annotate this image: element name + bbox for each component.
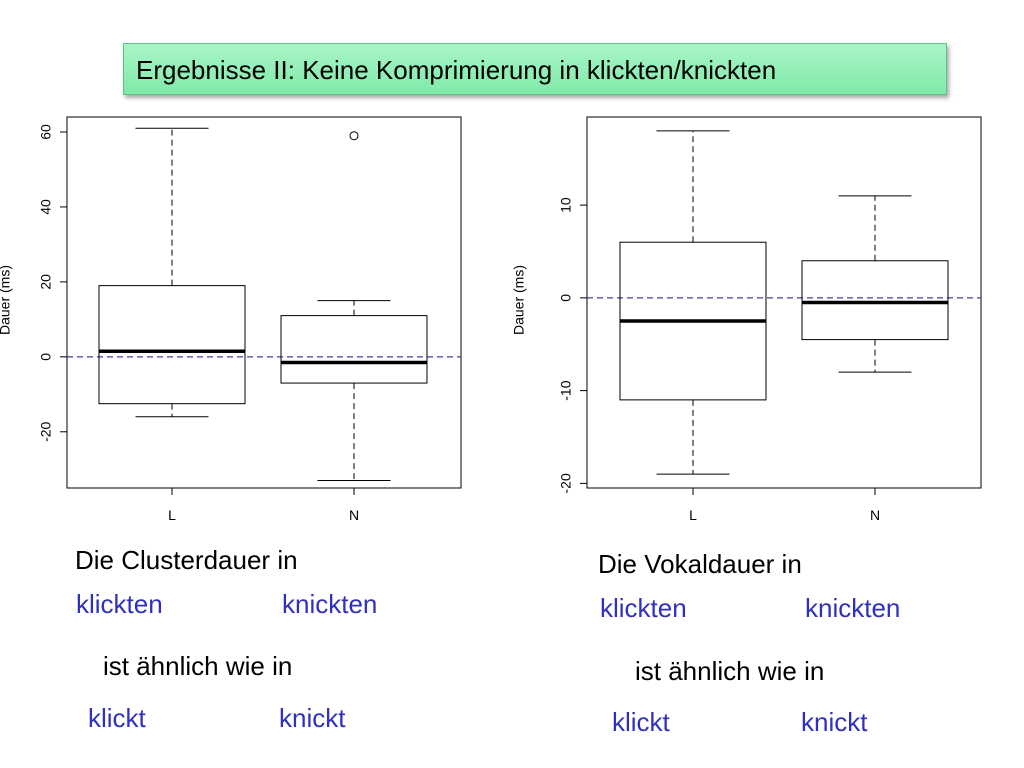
caption-left-line1: Die Clusterdauer in: [75, 545, 298, 575]
y-tick-label: -20: [38, 421, 54, 441]
plot-frame: [66, 116, 462, 489]
x-tick-label: L: [168, 507, 176, 523]
y-tick-label: 0: [558, 294, 574, 302]
box-iqr: [280, 315, 428, 384]
caption-left-word-knickt: knickt: [279, 703, 346, 733]
y-tick-label: -20: [558, 473, 574, 493]
y-tick-label: 10: [558, 197, 574, 213]
y-tick-label: 0: [38, 353, 54, 361]
box-iqr: [801, 260, 949, 341]
caption-left-word-klickt: klickt: [88, 703, 146, 733]
outlier-point: [349, 131, 359, 141]
caption-right-word-klickt: klickt: [612, 707, 670, 737]
slide-title: Ergebnisse II: Keine Komprimierung in kl…: [123, 43, 947, 95]
y-tick-label: 40: [38, 199, 54, 215]
caption-right-word-klickten: klickten: [600, 593, 687, 623]
y-axis-label: Dauer (ms): [511, 265, 527, 335]
caption-right-line2: ist ähnlich wie in: [635, 656, 825, 686]
caption-right-word-knickten: knickten: [805, 593, 901, 623]
x-tick-label: N: [349, 507, 359, 523]
y-tick-label: 20: [38, 274, 54, 290]
caption-left-line2: ist ähnlich wie in: [103, 651, 293, 681]
y-axis-label: Dauer (ms): [0, 265, 13, 335]
caption-right-word-knickt: knickt: [801, 707, 868, 737]
x-tick-label: N: [870, 507, 880, 523]
box-iqr: [98, 285, 246, 405]
plot-frame: [586, 116, 982, 489]
caption-left-word-knickten: knickten: [282, 589, 378, 619]
y-tick-label: 60: [38, 124, 54, 140]
y-tick-label: -10: [558, 380, 574, 400]
caption-right-line1: Die Vokaldauer in: [598, 549, 802, 579]
caption-left-word-klickten: klickten: [76, 589, 163, 619]
x-tick-label: L: [689, 507, 697, 523]
